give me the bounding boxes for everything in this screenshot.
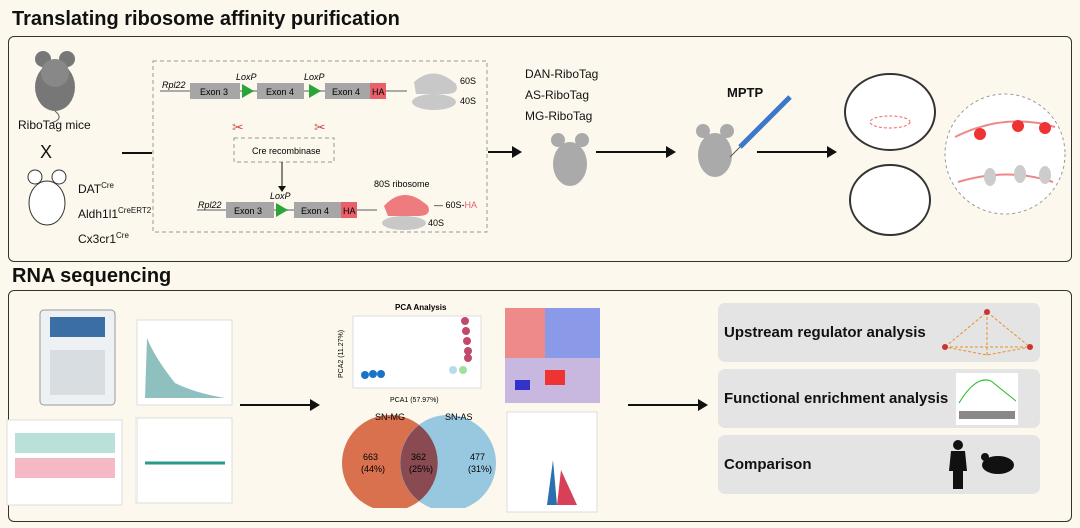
- driver-cx3cr1: Cx3cr1: [78, 232, 117, 246]
- svg-text:Exon 3: Exon 3: [200, 87, 228, 97]
- svg-text:SN-AS: SN-AS: [445, 412, 473, 422]
- arrow-icon: [488, 146, 522, 158]
- ribotag-construct-diagram: Rpl22 Exon 3 LoxP Exon 4 LoxP Exon 4 HA …: [152, 60, 488, 233]
- ribotag-mouse-icon: [551, 133, 589, 186]
- line-dan: DAN-RiboTag: [525, 67, 599, 81]
- svg-text:80S ribosome: 80S ribosome: [374, 179, 430, 189]
- arrow-icon: [628, 399, 708, 411]
- network-icon: [942, 309, 1033, 356]
- svg-text:663: 663: [363, 452, 378, 462]
- svg-text:362: 362: [411, 452, 426, 462]
- svg-text:60S: 60S: [460, 76, 476, 86]
- cre-mouse-icon: [27, 169, 67, 226]
- functional-enrichment-analysis-box: Functional enrichment analysis: [718, 369, 1040, 428]
- svg-text:40S: 40S: [428, 218, 444, 228]
- svg-text:477: 477: [470, 452, 485, 462]
- arrow-icon: [596, 146, 676, 158]
- svg-text:HA: HA: [372, 87, 385, 97]
- svg-text:40S: 40S: [460, 96, 476, 106]
- svg-text:Exon 4: Exon 4: [266, 87, 294, 97]
- qc-plots: [135, 319, 233, 504]
- arrow-icon: [240, 399, 320, 411]
- ribotag-mice-label: RiboTag mice: [18, 118, 91, 132]
- svg-text:✂: ✂: [314, 119, 326, 135]
- svg-text:Exon 4: Exon 4: [332, 87, 360, 97]
- svg-text:SN-MG: SN-MG: [375, 412, 405, 422]
- comparison-box: Comparison: [718, 435, 1040, 494]
- ribotag-lines: DAN-RiboTag AS-RiboTag MG-RiboTag: [525, 64, 598, 127]
- svg-text:PCA1 (57.97%): PCA1 (57.97%): [390, 397, 439, 404]
- svg-text:PCA2 (11.27%): PCA2 (11.27%): [338, 330, 345, 378]
- volcano-plot: [506, 411, 598, 513]
- svg-text:LoxP: LoxP: [270, 191, 291, 201]
- gsea-plot-icon: [956, 373, 1018, 425]
- svg-text:(44%): (44%): [361, 464, 385, 474]
- svg-text:(31%): (31%): [468, 464, 492, 474]
- svg-text:PCA Analysis: PCA Analysis: [395, 303, 447, 312]
- svg-text:Cre recombinase: Cre recombinase: [252, 146, 321, 156]
- svg-text:LoxP: LoxP: [304, 72, 325, 82]
- driver-dat: DAT: [78, 182, 102, 196]
- arrow-icon: [757, 146, 837, 158]
- svg-text:Rpl22: Rpl22: [198, 200, 222, 210]
- line-as: AS-RiboTag: [525, 88, 590, 102]
- upstream-regulator-analysis-box: Upstream regulator analysis: [718, 303, 1040, 362]
- heatmap: [505, 308, 600, 403]
- pca-plot: PCA Analysis PCA1 (57.97%) PCA2 (11.27%): [338, 303, 482, 404]
- svg-text:(25%): (25%): [409, 464, 433, 474]
- brain-ribosome-illustration: [844, 73, 1066, 236]
- human-mouse-icon: [949, 440, 1014, 489]
- section-title-trap: Translating ribosome affinity purificati…: [12, 8, 400, 30]
- svg-text:— 60S-HA: — 60S-HA: [434, 200, 477, 210]
- sequencer-machine-icon: [39, 309, 116, 406]
- boxplot-chart: [6, 419, 123, 506]
- venn-diagram: SN-MG SN-AS 663 (44%) 362 (25%) 477 (31%): [342, 412, 496, 508]
- svg-text:LoxP: LoxP: [236, 72, 257, 82]
- cross-symbol: X: [40, 142, 53, 162]
- line-mg: MG-RiboTag: [525, 109, 593, 123]
- driver-list: DATCre Aldh1l1CreERT2 Cx3cr1Cre: [78, 181, 152, 246]
- mptp-label: MPTP: [727, 85, 764, 100]
- svg-text:✂: ✂: [232, 119, 244, 135]
- connector-line: [122, 152, 152, 154]
- mptp-injection-mouse-icon: [696, 95, 792, 177]
- driver-aldh1l1: Aldh1l1: [78, 207, 119, 221]
- svg-text:Rpl22: Rpl22: [162, 80, 186, 90]
- svg-text:HA: HA: [343, 206, 356, 216]
- svg-text:Exon 4: Exon 4: [301, 206, 329, 216]
- section-title-rnaseq: RNA sequencing: [12, 265, 172, 287]
- svg-text:Exon 3: Exon 3: [234, 206, 262, 216]
- ribotag-mouse-icon: [35, 51, 75, 124]
